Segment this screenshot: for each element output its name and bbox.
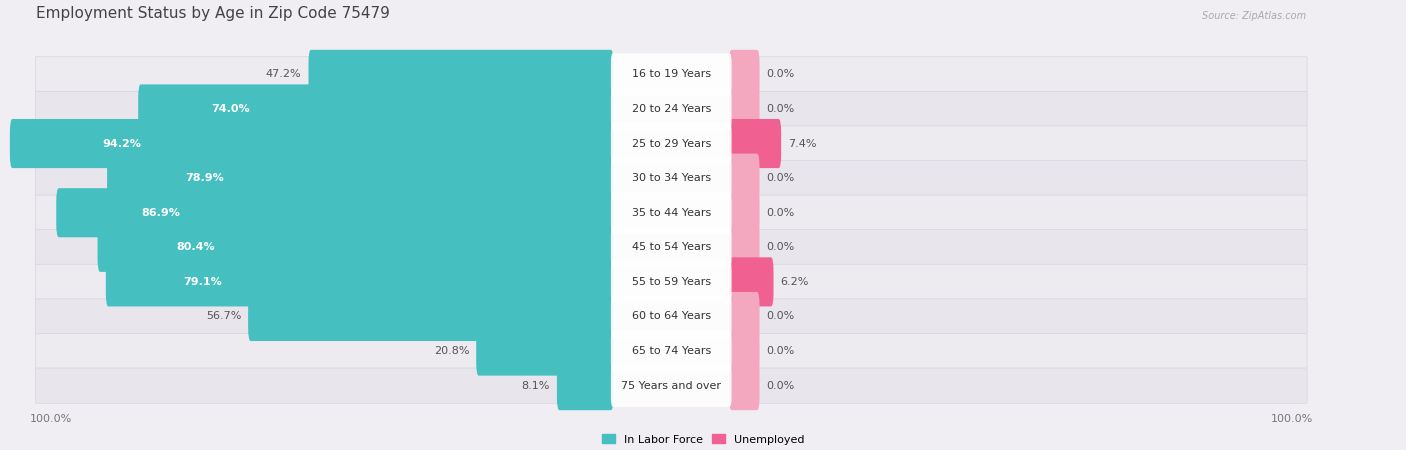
FancyBboxPatch shape	[730, 119, 782, 168]
Text: 0.0%: 0.0%	[766, 311, 794, 321]
FancyBboxPatch shape	[610, 53, 731, 95]
Text: 75 Years and over: 75 Years and over	[621, 381, 721, 391]
Text: 0.0%: 0.0%	[766, 208, 794, 218]
FancyBboxPatch shape	[97, 223, 613, 272]
Text: 94.2%: 94.2%	[103, 139, 141, 148]
FancyBboxPatch shape	[35, 126, 1308, 161]
Text: 74.0%: 74.0%	[211, 104, 250, 114]
Text: 100.0%: 100.0%	[1271, 414, 1313, 423]
FancyBboxPatch shape	[105, 257, 613, 306]
Text: 20 to 24 Years: 20 to 24 Years	[631, 104, 711, 114]
Text: 65 to 74 Years: 65 to 74 Years	[631, 346, 711, 356]
FancyBboxPatch shape	[35, 299, 1308, 334]
FancyBboxPatch shape	[35, 161, 1308, 196]
FancyBboxPatch shape	[610, 261, 731, 303]
FancyBboxPatch shape	[610, 88, 731, 130]
Text: 6.2%: 6.2%	[780, 277, 808, 287]
FancyBboxPatch shape	[610, 157, 731, 199]
FancyBboxPatch shape	[477, 327, 613, 376]
Text: 0.0%: 0.0%	[766, 104, 794, 114]
Legend: In Labor Force, Unemployed: In Labor Force, Unemployed	[598, 430, 808, 449]
Text: 25 to 29 Years: 25 to 29 Years	[631, 139, 711, 148]
Text: Source: ZipAtlas.com: Source: ZipAtlas.com	[1202, 11, 1306, 21]
FancyBboxPatch shape	[610, 330, 731, 372]
FancyBboxPatch shape	[138, 85, 613, 134]
Text: 45 to 54 Years: 45 to 54 Years	[631, 242, 711, 252]
FancyBboxPatch shape	[35, 195, 1308, 230]
Text: 20.8%: 20.8%	[433, 346, 470, 356]
FancyBboxPatch shape	[610, 122, 731, 165]
FancyBboxPatch shape	[730, 257, 773, 306]
Text: 7.4%: 7.4%	[789, 139, 817, 148]
FancyBboxPatch shape	[610, 295, 731, 338]
FancyBboxPatch shape	[10, 119, 613, 168]
Text: 0.0%: 0.0%	[766, 242, 794, 252]
Text: 55 to 59 Years: 55 to 59 Years	[631, 277, 711, 287]
Text: Employment Status by Age in Zip Code 75479: Employment Status by Age in Zip Code 754…	[37, 6, 389, 21]
Text: 8.1%: 8.1%	[522, 381, 550, 391]
Text: 47.2%: 47.2%	[266, 69, 301, 79]
FancyBboxPatch shape	[308, 50, 613, 99]
Text: 30 to 34 Years: 30 to 34 Years	[631, 173, 711, 183]
Text: 78.9%: 78.9%	[184, 173, 224, 183]
FancyBboxPatch shape	[35, 91, 1308, 126]
FancyBboxPatch shape	[35, 264, 1308, 300]
FancyBboxPatch shape	[730, 153, 759, 202]
FancyBboxPatch shape	[730, 50, 759, 99]
FancyBboxPatch shape	[35, 57, 1308, 92]
FancyBboxPatch shape	[107, 153, 613, 202]
Text: 56.7%: 56.7%	[205, 311, 242, 321]
FancyBboxPatch shape	[247, 292, 613, 341]
FancyBboxPatch shape	[35, 230, 1308, 265]
FancyBboxPatch shape	[730, 361, 759, 410]
FancyBboxPatch shape	[610, 364, 731, 407]
Text: 0.0%: 0.0%	[766, 381, 794, 391]
Text: 100.0%: 100.0%	[30, 414, 72, 423]
Text: 35 to 44 Years: 35 to 44 Years	[631, 208, 711, 218]
FancyBboxPatch shape	[610, 192, 731, 234]
FancyBboxPatch shape	[730, 85, 759, 134]
Text: 60 to 64 Years: 60 to 64 Years	[631, 311, 711, 321]
FancyBboxPatch shape	[35, 333, 1308, 369]
FancyBboxPatch shape	[35, 368, 1308, 403]
Text: 0.0%: 0.0%	[766, 173, 794, 183]
Text: 16 to 19 Years: 16 to 19 Years	[631, 69, 711, 79]
FancyBboxPatch shape	[56, 188, 613, 237]
FancyBboxPatch shape	[730, 292, 759, 341]
FancyBboxPatch shape	[610, 226, 731, 268]
Text: 80.4%: 80.4%	[177, 242, 215, 252]
Text: 79.1%: 79.1%	[184, 277, 222, 287]
Text: 0.0%: 0.0%	[766, 69, 794, 79]
FancyBboxPatch shape	[730, 223, 759, 272]
Text: 0.0%: 0.0%	[766, 346, 794, 356]
Text: 86.9%: 86.9%	[142, 208, 180, 218]
FancyBboxPatch shape	[730, 327, 759, 376]
FancyBboxPatch shape	[557, 361, 613, 410]
FancyBboxPatch shape	[730, 188, 759, 237]
